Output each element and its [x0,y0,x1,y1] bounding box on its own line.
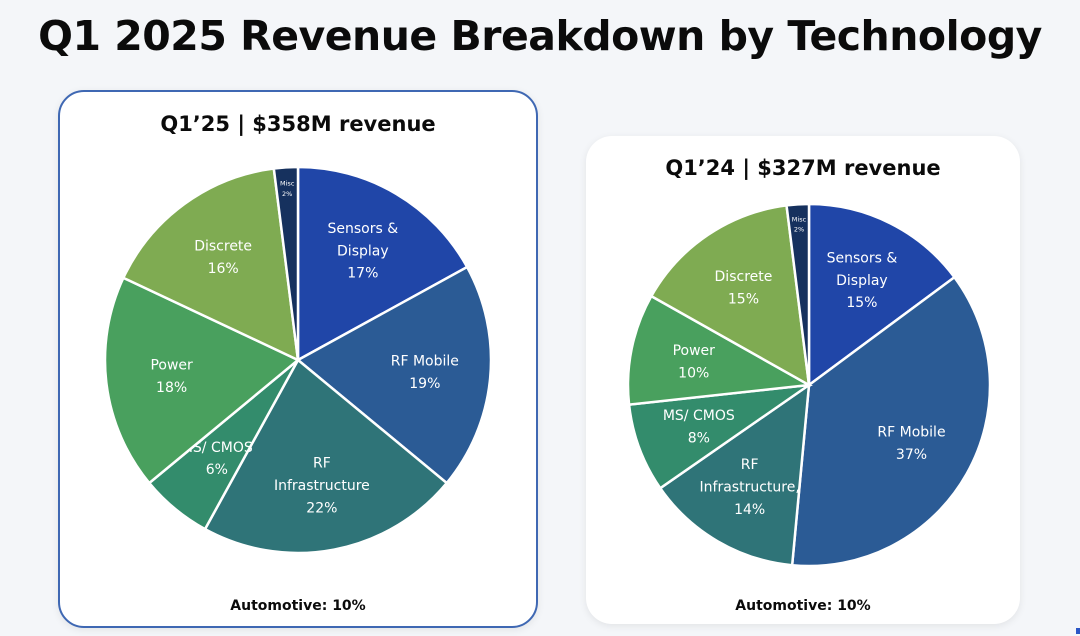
pie-slice-sensors-display [807,202,957,388]
pie-label-sensors-display: Sensors & Display 15% [827,250,898,311]
automotive-value: 10% [837,598,871,614]
pie-label-discrete: Discrete 15% [715,269,773,307]
pie-title: Q1’25 | $358M revenue [160,112,436,136]
automotive-footnote: Automotive: 10% [60,598,536,614]
automotive-footnote: Automotive: 10% [586,598,1020,614]
pie-label-sensors-display: Sensors & Display 17% [328,221,399,282]
pie-slice-discrete [649,204,811,388]
pie-label-power: Power 10% [673,343,716,381]
pie-slice-sensors-display [296,165,469,363]
pie-label-rf-infrastructure: RF Infrastructure, 14% [700,457,800,518]
pie-slice-rf-infrastructure [203,358,449,555]
pie-slice-misc [272,165,300,361]
corner-marker [1076,628,1080,634]
pie-slice-misc [785,202,811,386]
pie-slice-discrete [121,167,300,363]
pie-label-power: Power 18% [150,358,193,396]
pie-slice-rf-mobile [790,275,992,568]
pie-slice-ms-cmos [627,383,810,490]
pie-chart-q1-24: Sensors & Display 15% RF Mobile 37% RF Infrast… [626,202,992,568]
pie-label-rf-mobile: RF Mobile 19% [391,354,459,392]
pie-slice-rf-mobile [295,265,493,485]
pie-label-rf-mobile: RF Mobile 37% [877,424,945,462]
pie-card-q1-25: Q1’25 | $358M revenue Sensors & Display 17… [58,90,538,628]
pie-slice-power [103,276,301,485]
pie-chart-q1-25: Sensors & Display 17% RF Mobile 19% RF Infrast… [103,165,493,555]
pie-label-misc: Misc 2% [792,215,807,233]
pie-label-ms-cmos: MS/ CMOS 6% [181,440,253,478]
automotive-label: Automotive: [735,598,833,614]
automotive-value: 10% [332,598,366,614]
pie-slice-power [626,294,814,407]
pie-label-rf-infrastructure: RF Infrastructure 22% [274,456,370,517]
pie-slice-rf-infrastructure [658,382,811,567]
pie-label-misc: Misc 2% [280,180,295,198]
pie-card-q1-24: Q1’24 | $327M revenue Sensors & Display 15… [586,136,1020,624]
pie-label-ms-cmos: MS/ CMOS 8% [663,408,735,446]
pie-label-discrete: Discrete 16% [194,239,252,277]
page-title: Q1 2025 Revenue Breakdown by Technology [38,12,1042,60]
automotive-label: Automotive: [230,598,328,614]
pie-title: Q1’24 | $327M revenue [665,156,941,180]
